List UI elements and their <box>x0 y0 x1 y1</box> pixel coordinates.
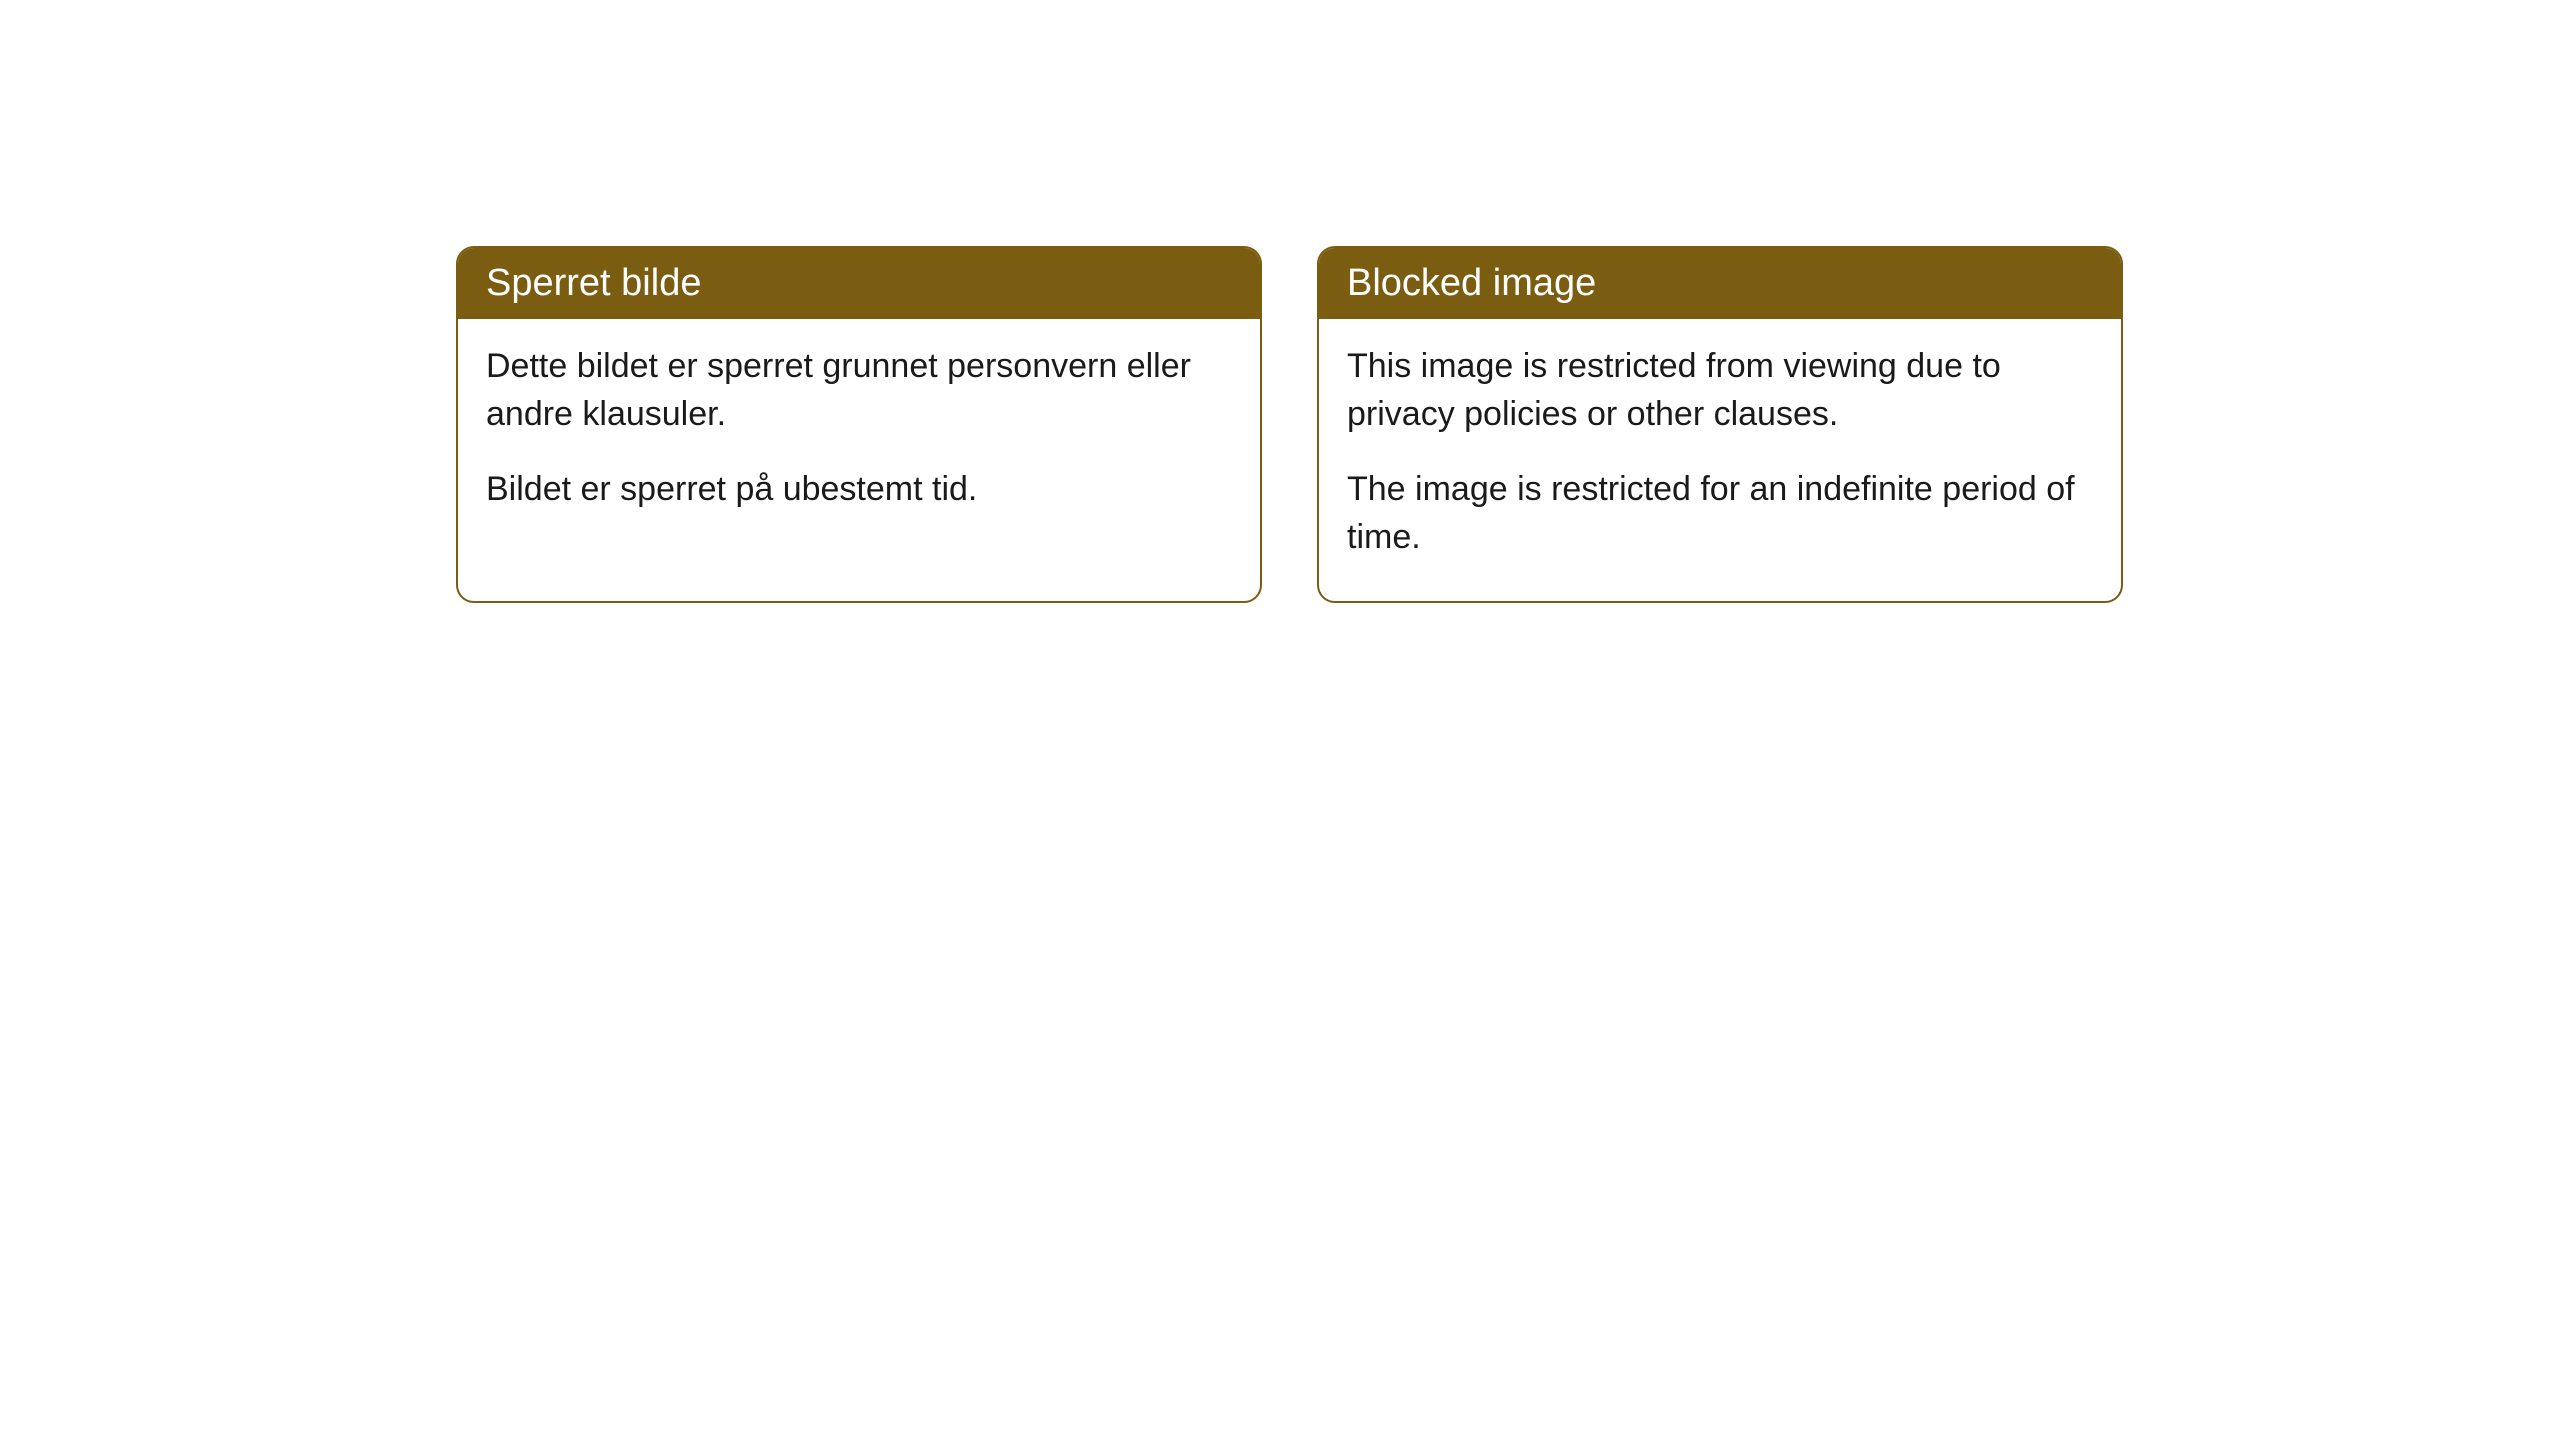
notice-text-paragraph2: The image is restricted for an indefinit… <box>1347 466 2093 561</box>
blocked-image-notices: Sperret bilde Dette bildet er sperret gr… <box>456 246 2123 603</box>
blocked-image-card-norwegian: Sperret bilde Dette bildet er sperret gr… <box>456 246 1262 603</box>
card-body-norwegian: Dette bildet er sperret grunnet personve… <box>458 319 1260 554</box>
notice-text-paragraph1: Dette bildet er sperret grunnet personve… <box>486 343 1232 438</box>
notice-text-paragraph2: Bildet er sperret på ubestemt tid. <box>486 466 1232 514</box>
card-body-english: This image is restricted from viewing du… <box>1319 319 2121 601</box>
notice-text-paragraph1: This image is restricted from viewing du… <box>1347 343 2093 438</box>
card-header-english: Blocked image <box>1319 248 2121 319</box>
card-header-norwegian: Sperret bilde <box>458 248 1260 319</box>
blocked-image-card-english: Blocked image This image is restricted f… <box>1317 246 2123 603</box>
